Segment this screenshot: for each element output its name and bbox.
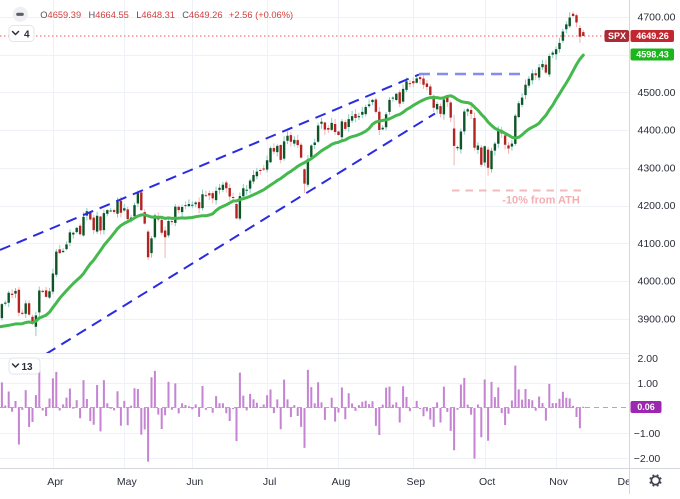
svg-text:2.00: 2.00 (638, 353, 659, 365)
svg-text:3900.00: 3900.00 (638, 313, 676, 325)
svg-text:Dec: Dec (618, 476, 637, 488)
svg-text:4400.00: 4400.00 (638, 125, 676, 137)
svg-text:4500.00: 4500.00 (638, 87, 676, 99)
svg-text:Sep: Sep (406, 476, 425, 488)
svg-text:Aug: Aug (332, 476, 351, 488)
svg-text:Nov: Nov (549, 476, 568, 488)
svg-text:4649.26: 4649.26 (636, 31, 669, 41)
svg-text:Oct: Oct (479, 476, 495, 488)
svg-text:4200.00: 4200.00 (638, 200, 676, 212)
svg-text:4700.00: 4700.00 (638, 11, 676, 23)
svg-text:SPX: SPX (608, 31, 626, 41)
svg-text:0.06: 0.06 (637, 402, 655, 412)
svg-text:Jun: Jun (186, 476, 203, 488)
svg-text:4100.00: 4100.00 (638, 238, 676, 250)
svg-text:4: 4 (24, 30, 30, 41)
svg-text:1.00: 1.00 (638, 378, 659, 390)
svg-text:Apr: Apr (47, 476, 64, 488)
svg-text:Jul: Jul (263, 476, 276, 488)
svg-text:-10% from ATH: -10% from ATH (502, 195, 580, 207)
svg-text:May: May (117, 476, 138, 488)
svg-text:4300.00: 4300.00 (638, 162, 676, 174)
svg-text:4000.00: 4000.00 (638, 276, 676, 288)
svg-text:4598.43: 4598.43 (636, 50, 669, 60)
svg-text:−2.00: −2.00 (634, 453, 661, 465)
svg-text:13: 13 (22, 362, 34, 373)
svg-text:−1.00: −1.00 (634, 428, 661, 440)
